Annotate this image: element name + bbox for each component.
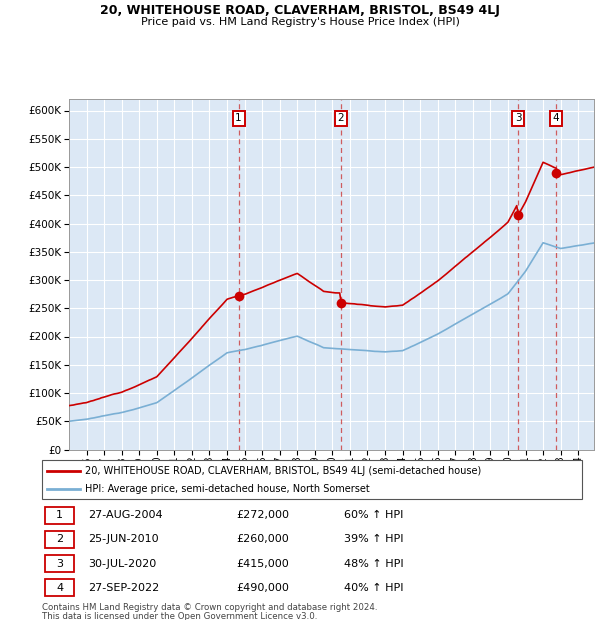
Text: 25-JUN-2010: 25-JUN-2010 <box>88 534 158 544</box>
Text: 1: 1 <box>56 510 63 520</box>
Text: 4: 4 <box>553 113 560 123</box>
Text: 4: 4 <box>56 583 63 593</box>
Text: 20, WHITEHOUSE ROAD, CLAVERHAM, BRISTOL, BS49 4LJ (semi-detached house): 20, WHITEHOUSE ROAD, CLAVERHAM, BRISTOL,… <box>85 466 481 476</box>
FancyBboxPatch shape <box>45 531 74 548</box>
Text: 3: 3 <box>56 559 63 569</box>
Text: 27-AUG-2004: 27-AUG-2004 <box>88 510 163 520</box>
Text: This data is licensed under the Open Government Licence v3.0.: This data is licensed under the Open Gov… <box>42 612 317 620</box>
FancyBboxPatch shape <box>45 555 74 572</box>
Text: 2: 2 <box>338 113 344 123</box>
Text: 60% ↑ HPI: 60% ↑ HPI <box>344 510 404 520</box>
Text: Price paid vs. HM Land Registry's House Price Index (HPI): Price paid vs. HM Land Registry's House … <box>140 17 460 27</box>
Text: 1: 1 <box>235 113 242 123</box>
Text: 27-SEP-2022: 27-SEP-2022 <box>88 583 159 593</box>
Text: 20, WHITEHOUSE ROAD, CLAVERHAM, BRISTOL, BS49 4LJ: 20, WHITEHOUSE ROAD, CLAVERHAM, BRISTOL,… <box>100 4 500 17</box>
Text: £415,000: £415,000 <box>236 559 289 569</box>
Text: £490,000: £490,000 <box>236 583 289 593</box>
Text: 40% ↑ HPI: 40% ↑ HPI <box>344 583 404 593</box>
Text: Contains HM Land Registry data © Crown copyright and database right 2024.: Contains HM Land Registry data © Crown c… <box>42 603 377 612</box>
Text: 48% ↑ HPI: 48% ↑ HPI <box>344 559 404 569</box>
FancyBboxPatch shape <box>45 507 74 524</box>
Text: 39% ↑ HPI: 39% ↑ HPI <box>344 534 404 544</box>
Text: £272,000: £272,000 <box>236 510 289 520</box>
FancyBboxPatch shape <box>45 579 74 596</box>
Text: 2: 2 <box>56 534 63 544</box>
Text: HPI: Average price, semi-detached house, North Somerset: HPI: Average price, semi-detached house,… <box>85 484 370 494</box>
Text: 30-JUL-2020: 30-JUL-2020 <box>88 559 156 569</box>
Text: £260,000: £260,000 <box>236 534 289 544</box>
Text: 3: 3 <box>515 113 521 123</box>
FancyBboxPatch shape <box>42 460 582 499</box>
